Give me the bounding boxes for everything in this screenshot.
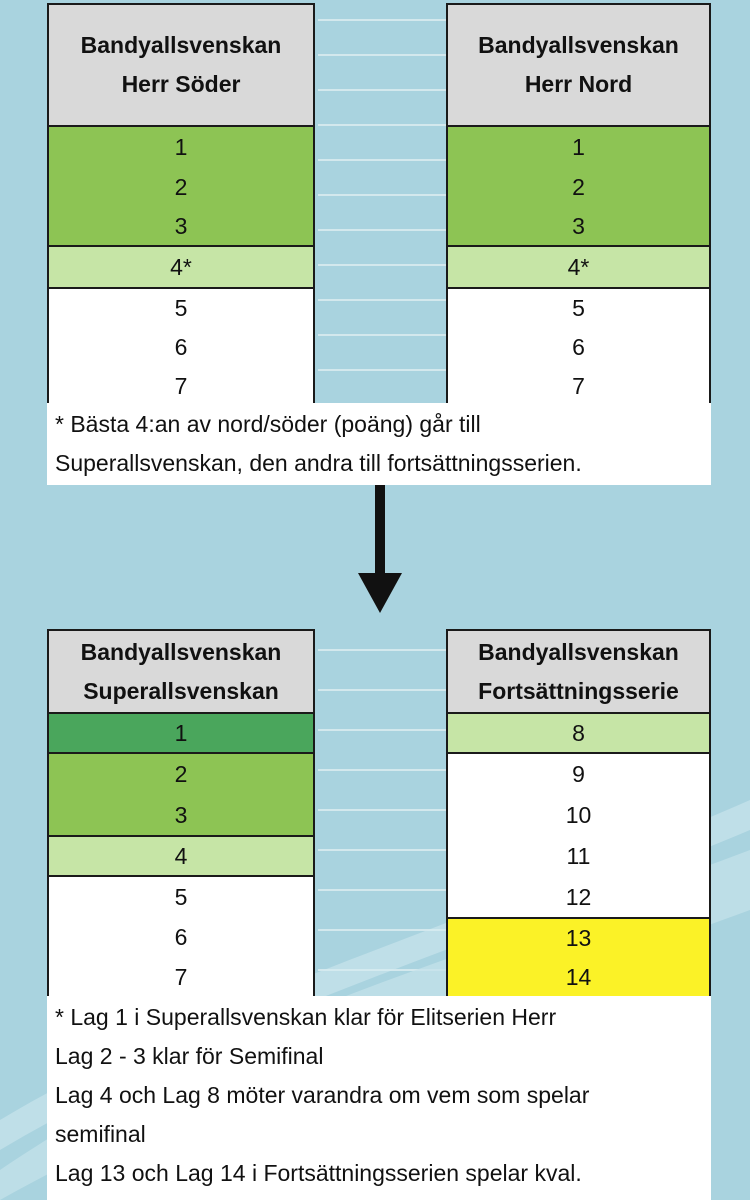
table-row: 11 xyxy=(448,835,709,877)
table-row: 1 xyxy=(448,127,709,167)
panel-title-line2: Herr Söder xyxy=(121,71,241,97)
panel-herr-nord: Bandyallsvenskan Herr Nord 1 2 3 4* 5 6 … xyxy=(446,3,711,407)
table-row: 3 xyxy=(49,795,313,835)
table-row: 5 xyxy=(49,877,313,917)
table-row: 3 xyxy=(448,207,709,245)
panel-title-line1: Bandyallsvenskan xyxy=(478,638,679,665)
panel-title-line1: Bandyallsvenskan xyxy=(80,32,282,58)
table-row: 7 xyxy=(49,367,313,405)
panel-header: Bandyallsvenskan Herr Nord xyxy=(448,5,709,127)
note-line: Lag 13 och Lag 14 i Fortsättningsserien … xyxy=(55,1160,582,1186)
panel-superallsvenskan: Bandyallsvenskan Superallsvenskan 1 2 3 … xyxy=(47,629,315,999)
table-row: 1 xyxy=(49,127,313,167)
table-row: 1 xyxy=(49,714,313,754)
note-top: * Bästa 4:an av nord/söder (poäng) går t… xyxy=(47,403,711,485)
note-bottom: * Lag 1 i Superallsvenskan klar för Elit… xyxy=(47,996,711,1200)
table-row: 4* xyxy=(49,245,313,289)
table-row: 5 xyxy=(49,289,313,327)
panel-title-line2: Fortsättningsserie xyxy=(478,677,679,704)
panel-title-line1: Bandyallsvenskan xyxy=(80,638,282,665)
table-row: 6 xyxy=(49,327,313,367)
panel-fortsattningsserie: Bandyallsvenskan Fortsättningsserie 8 9 … xyxy=(446,629,711,999)
table-row: 4 xyxy=(49,835,313,877)
table-row: 13 xyxy=(448,917,709,957)
panel-title-line2: Herr Nord xyxy=(524,71,633,97)
table-row: 5 xyxy=(448,289,709,327)
table-row: 7 xyxy=(448,367,709,405)
note-line: * Lag 1 i Superallsvenskan klar för Elit… xyxy=(55,1004,557,1030)
panel-header: Bandyallsvenskan Herr Söder xyxy=(49,5,313,127)
table-row: 12 xyxy=(448,877,709,917)
table-row: 8 xyxy=(448,714,709,754)
note-line: * Bästa 4:an av nord/söder (poäng) går t… xyxy=(55,411,481,437)
panel-header: Bandyallsvenskan Fortsättningsserie xyxy=(448,631,709,714)
note-line: Superallsvenskan, den andra till fortsät… xyxy=(55,450,582,476)
panel-title-line1: Bandyallsvenskan xyxy=(478,32,679,58)
table-row: 3 xyxy=(49,207,313,245)
panel-header: Bandyallsvenskan Superallsvenskan xyxy=(49,631,313,714)
table-row: 6 xyxy=(49,917,313,957)
table-row: 2 xyxy=(448,167,709,207)
table-row: 4* xyxy=(448,245,709,289)
table-row: 6 xyxy=(448,327,709,367)
table-row: 10 xyxy=(448,795,709,835)
table-row: 9 xyxy=(448,754,709,795)
note-line: Lag 2 - 3 klar för Semifinal xyxy=(55,1043,324,1069)
arrow-down-icon xyxy=(358,485,402,613)
table-row: 7 xyxy=(49,957,313,997)
table-row: 2 xyxy=(49,754,313,795)
note-line: Lag 4 och Lag 8 möter varandra om vem so… xyxy=(55,1082,590,1108)
table-row: 2 xyxy=(49,167,313,207)
panel-title-line2: Superallsvenskan xyxy=(83,677,279,704)
note-line: semifinal xyxy=(55,1121,146,1147)
panel-herr-soder: Bandyallsvenskan Herr Söder 1 2 3 4* 5 6… xyxy=(47,3,315,407)
table-row: 14 xyxy=(448,957,709,997)
